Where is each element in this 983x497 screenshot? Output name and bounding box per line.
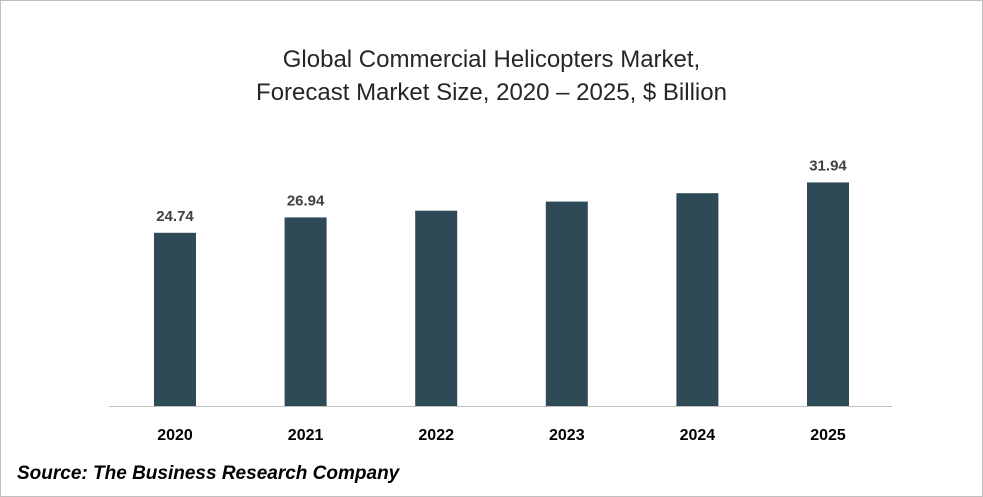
- data-label-2020: 24.74: [156, 208, 194, 225]
- x-tick-label-2024: 2024: [680, 427, 716, 444]
- data-label-2021: 26.94: [287, 192, 325, 209]
- bar-2021: [284, 217, 327, 406]
- bar-2025: [807, 182, 849, 406]
- x-tick-label-2022: 2022: [418, 427, 454, 444]
- bar-2024: [676, 193, 719, 406]
- bar-2023: [545, 201, 588, 406]
- x-tick-label-2023: 2023: [549, 427, 585, 444]
- source-note: Source: The Business Research Company: [17, 463, 400, 484]
- x-tick-label-2020: 2020: [157, 427, 193, 444]
- x-tick-label-2021: 2021: [288, 427, 324, 444]
- chart-title: Global Commercial Helicopters Market, Fo…: [1, 43, 982, 109]
- x-tick-label-2025: 2025: [810, 427, 846, 444]
- data-label-2025: 31.94: [809, 157, 847, 174]
- chart-title-line-1: Global Commercial Helicopters Market,: [282, 46, 701, 73]
- bar-2020: [154, 232, 196, 406]
- bar-2022: [415, 210, 458, 406]
- chart-title-line-2: Forecast Market Size, 2020 – 2025, $ Bil…: [256, 79, 727, 106]
